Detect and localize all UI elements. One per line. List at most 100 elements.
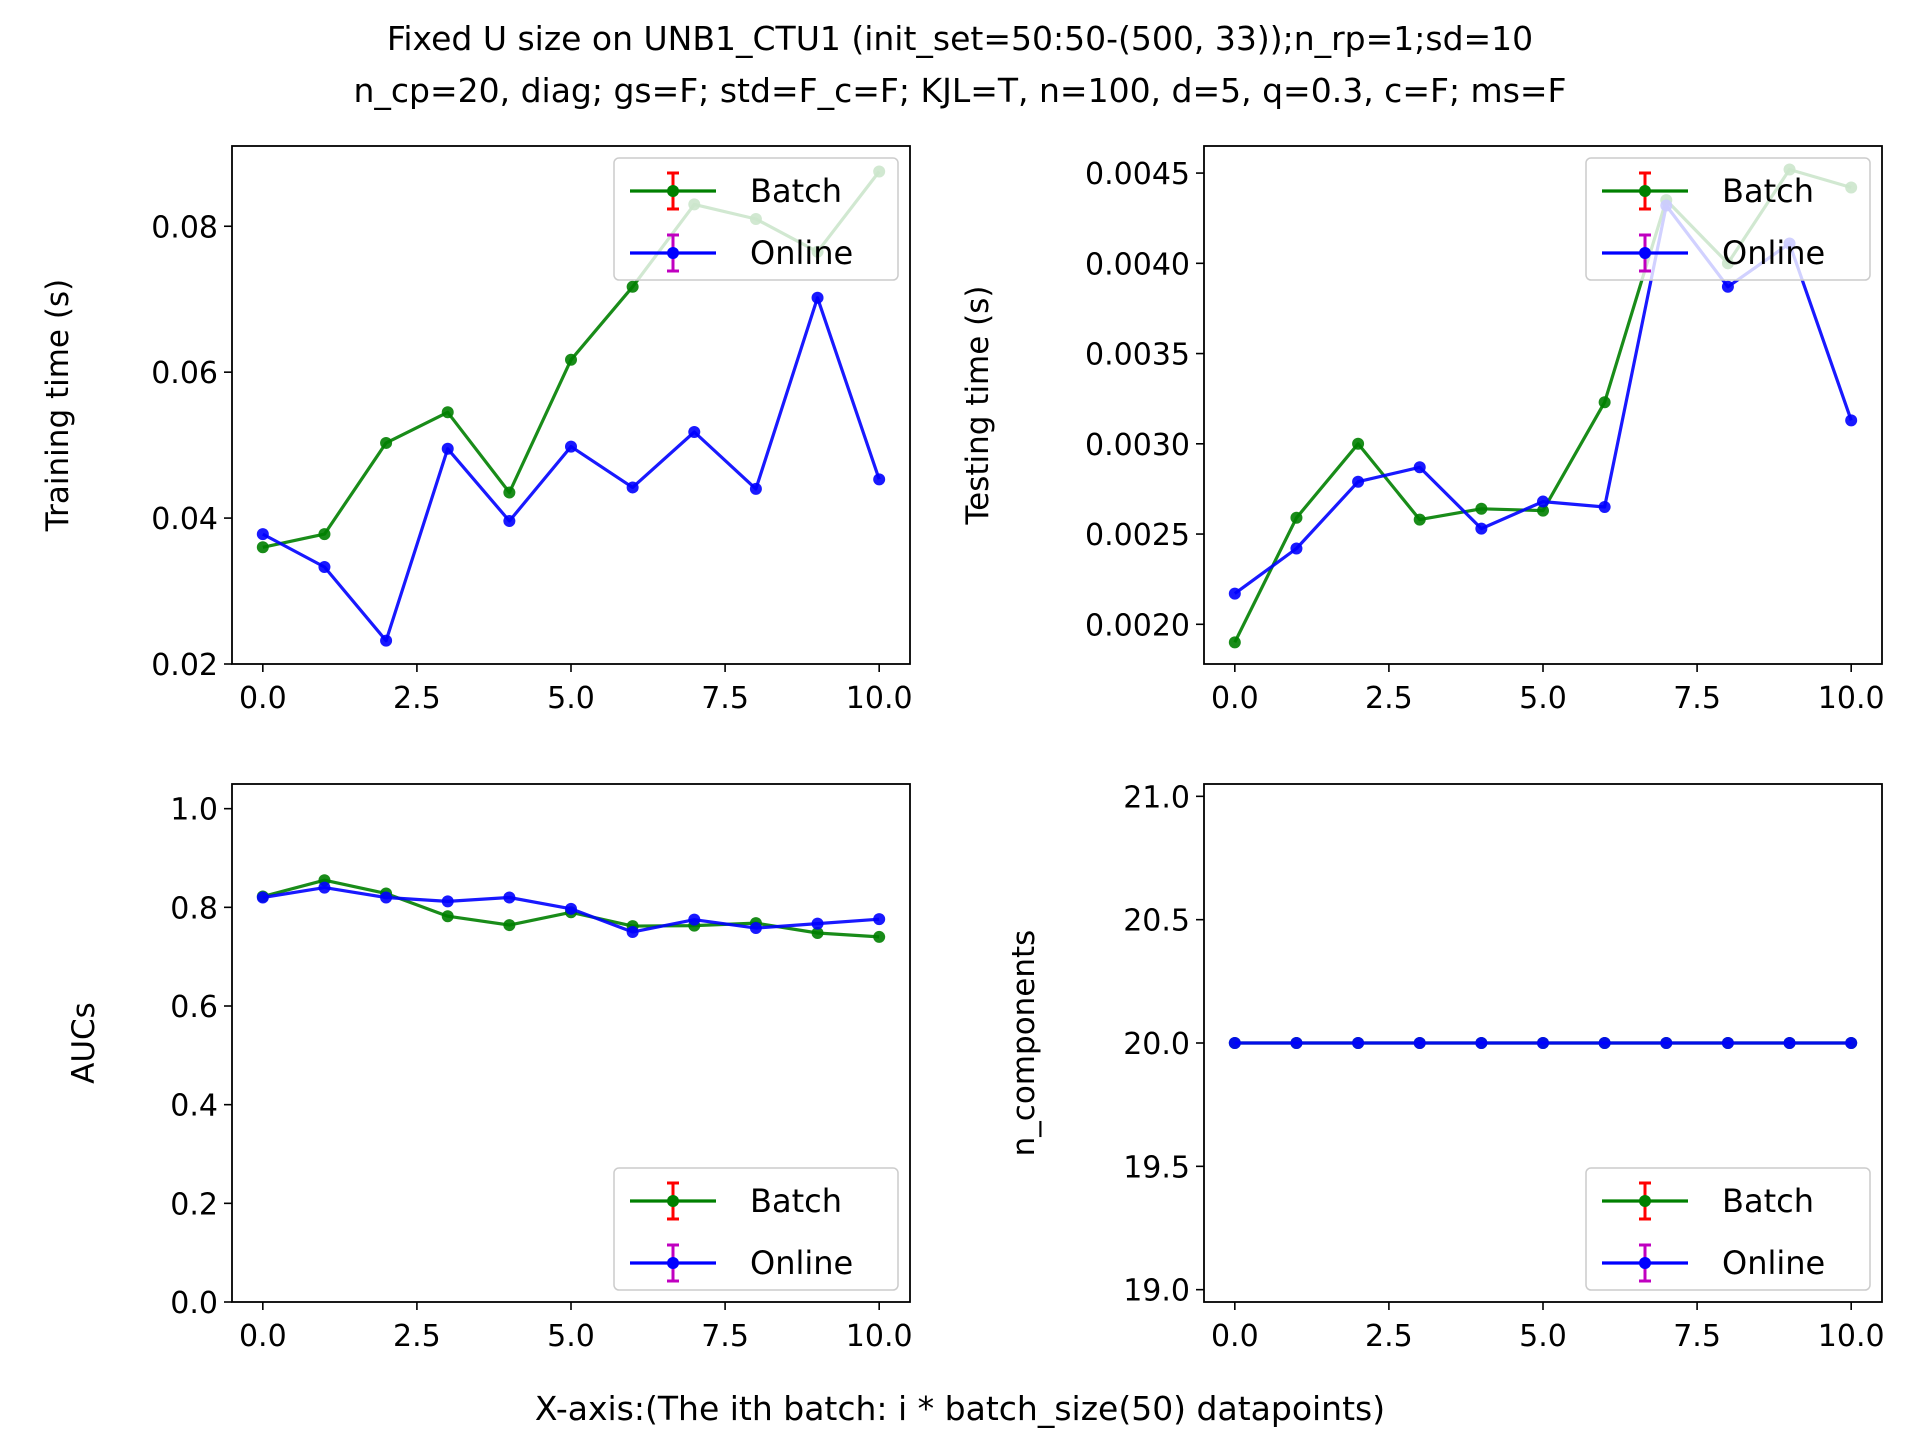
- data-point-online: [565, 440, 577, 453]
- y-tick-label: 0.4: [170, 1089, 218, 1124]
- data-point-online: [1228, 1037, 1241, 1049]
- data-point-batch: [1228, 636, 1241, 649]
- y-tick-label: 21.0: [1123, 780, 1190, 815]
- y-tick-label: 0.02: [151, 648, 218, 683]
- y-tick-label: 0.0045: [1085, 157, 1190, 192]
- data-point-online: [1783, 1037, 1796, 1049]
- legend-marker-batch: [1639, 1195, 1651, 1207]
- legend-label-batch: Batch: [1722, 172, 1814, 210]
- data-point-online: [873, 913, 886, 926]
- data-point-batch: [873, 930, 886, 943]
- data-point-batch: [1352, 437, 1365, 450]
- x-tick-label: 2.5: [1365, 681, 1413, 716]
- y-tick-label: 20.0: [1123, 1027, 1190, 1062]
- data-point-online: [256, 528, 269, 541]
- data-point-batch: [626, 280, 639, 293]
- axes-frame: [231, 145, 911, 665]
- legend-marker-batch: [667, 185, 679, 197]
- data-point-online: [503, 515, 516, 528]
- data-point-online: [1845, 1037, 1858, 1049]
- subplot-2: 0.0 2.5 5.0 7.5 10.0 0.0020 0.0025 0.0030 0.0035…: [960, 145, 1885, 716]
- data-point-online: [1228, 587, 1241, 600]
- data-point-online: [1845, 414, 1858, 427]
- x-tick-label: 0.0: [1211, 681, 1259, 716]
- axes-frame: [1203, 145, 1883, 665]
- data-point-online: [1475, 1037, 1488, 1049]
- x-tick-label: 10.0: [846, 681, 913, 716]
- data-point-online: [873, 473, 886, 486]
- data-point-online: [688, 425, 701, 438]
- data-point-online: [1598, 500, 1611, 513]
- x-tick-label: 10.0: [1818, 681, 1885, 716]
- legend-marker-online: [667, 1257, 679, 1269]
- x-tick-label: 7.5: [1673, 1319, 1721, 1354]
- data-point-online: [380, 891, 393, 904]
- subplot-3: 0.0 2.5 5.0 7.5 10.0 0.0 0.2 0.4 0.6 0.8 1.0 AUCs Ba…: [66, 783, 913, 1354]
- data-point-online: [1660, 1037, 1673, 1049]
- data-point-online: [626, 481, 639, 494]
- y-axis-label: Training time (s): [40, 279, 76, 532]
- legend-box: [1585, 157, 1871, 281]
- data-point-online: [256, 891, 269, 904]
- data-point-online: [1537, 1037, 1549, 1049]
- data-point-online: [811, 917, 824, 930]
- legend-label-batch: Batch: [750, 1182, 842, 1220]
- data-point-batch: [441, 406, 454, 419]
- data-point-online: [318, 881, 331, 894]
- data-point-online: [380, 634, 393, 647]
- x-tick-label: 0.0: [239, 1319, 287, 1354]
- y-tick-label: 0.0035: [1085, 338, 1190, 373]
- data-point-batch: [565, 353, 577, 366]
- data-point-batch: [441, 910, 454, 923]
- axes-frame: [231, 783, 911, 1303]
- data-point-batch: [1475, 502, 1488, 515]
- legend-marker-online: [667, 247, 679, 259]
- data-point-online: [441, 442, 454, 455]
- data-point-online: [1721, 280, 1734, 293]
- legend: Batch Online: [613, 157, 899, 281]
- subplot-4: 0.0 2.5 5.0 7.5 10.0 19.0 19.5 20.0 20.5 21.0 n_co…: [1006, 780, 1885, 1354]
- x-tick-label: 7.5: [1673, 681, 1721, 716]
- y-tick-label: 1.0: [170, 793, 218, 828]
- x-tick-label: 10.0: [1818, 1319, 1885, 1354]
- data-point-online: [1290, 1037, 1303, 1049]
- data-point-online: [1352, 475, 1365, 488]
- y-tick-label: 0.0: [170, 1286, 218, 1321]
- legend-marker-batch: [667, 1195, 679, 1207]
- y-tick-label: 0.0025: [1085, 518, 1190, 553]
- data-point-batch: [380, 436, 393, 449]
- data-point-online: [626, 926, 639, 938]
- legend-label-online: Online: [1722, 1244, 1825, 1282]
- x-tick-label: 10.0: [846, 1319, 913, 1354]
- data-point-online: [1721, 1037, 1734, 1049]
- legend-label-online: Online: [1722, 234, 1825, 272]
- data-point-batch: [1598, 396, 1611, 409]
- data-point-online: [749, 922, 762, 935]
- figure-title-line-2: n_cp=20, diag; gs=F; std=F_c=F; KJL=T, n…: [353, 71, 1566, 110]
- x-tick-label: 7.5: [701, 1319, 749, 1354]
- legend-label-online: Online: [750, 234, 853, 272]
- y-tick-label: 0.0030: [1085, 428, 1190, 463]
- y-tick-label: 0.0040: [1085, 247, 1190, 282]
- figure-title-line-1: Fixed U size on UNB1_CTU1 (init_set=50:5…: [387, 19, 1533, 58]
- x-tick-label: 5.0: [547, 681, 595, 716]
- y-tick-label: 0.8: [170, 891, 218, 926]
- legend: Batch Online: [613, 1167, 899, 1291]
- x-tick-label: 2.5: [393, 1319, 441, 1354]
- y-tick-label: 0.0020: [1085, 608, 1190, 643]
- legend-label-batch: Batch: [750, 172, 842, 210]
- data-point-batch: [1413, 513, 1426, 526]
- data-point-online: [318, 560, 331, 573]
- data-point-batch: [503, 486, 516, 499]
- legend-box: [613, 157, 899, 281]
- data-point-online: [1290, 542, 1303, 555]
- data-point-batch: [1537, 504, 1549, 517]
- x-tick-label: 0.0: [239, 681, 287, 716]
- legend-label-batch: Batch: [1722, 1182, 1814, 1220]
- x-tick-label: 2.5: [393, 681, 441, 716]
- x-tick-label: 5.0: [1519, 681, 1567, 716]
- data-point-batch: [256, 541, 269, 554]
- y-tick-label: 0.2: [170, 1187, 218, 1222]
- y-tick-label: 0.04: [151, 502, 218, 537]
- x-tick-label: 0.0: [1211, 1319, 1259, 1354]
